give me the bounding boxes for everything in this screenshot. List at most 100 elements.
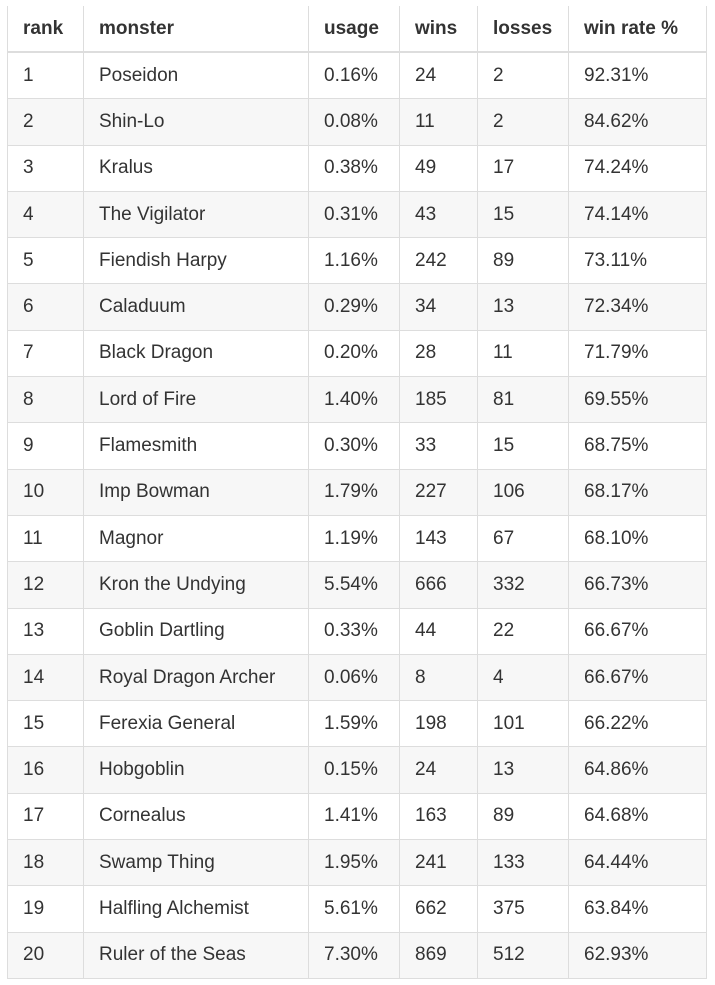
table-row: 11 Magnor 1.19% 143 67 68.10% (7, 514, 707, 563)
table-cell: 1.79% (308, 468, 400, 516)
table-cell: 28 (399, 329, 478, 378)
table-cell: 89 (477, 237, 569, 285)
table-cell: 133 (477, 839, 569, 887)
table-cell: 163 (399, 792, 478, 841)
table-cell: 13 (477, 283, 569, 331)
column-header: losses (477, 6, 569, 53)
table-cell: 1.19% (308, 514, 400, 563)
table-row: 20 Ruler of the Seas 7.30% 869 512 62.93% (7, 931, 707, 979)
table-cell: 84.62% (568, 98, 707, 146)
table-cell: 1.40% (308, 376, 400, 424)
table-cell: The Vigilator (83, 190, 309, 239)
table-cell: 20 (7, 931, 84, 979)
table-cell: 81 (477, 376, 569, 424)
table-header: rank monster usage wins losses win rate % (7, 6, 707, 53)
table-cell: Black Dragon (83, 329, 309, 378)
table-cell: 64.86% (568, 746, 707, 794)
table-cell: 198 (399, 700, 478, 748)
table-cell: Royal Dragon Archer (83, 653, 309, 702)
table-cell: Kralus (83, 144, 309, 192)
table-cell: 7.30% (308, 931, 400, 979)
table-cell: 6 (7, 283, 84, 331)
table-cell: 0.20% (308, 329, 400, 378)
table-cell: 662 (399, 885, 478, 933)
table-cell: 143 (399, 514, 478, 563)
table-cell: Caladuum (83, 283, 309, 331)
table-row: 17 Cornealus 1.41% 163 89 64.68% (7, 792, 707, 841)
table-cell: Goblin Dartling (83, 607, 309, 655)
table-cell: 74.24% (568, 144, 707, 192)
table-cell: Imp Bowman (83, 468, 309, 516)
table-cell: 89 (477, 792, 569, 841)
table-cell: 12 (7, 561, 84, 609)
table-cell: Flamesmith (83, 422, 309, 470)
table-cell: 2 (477, 51, 569, 100)
table-cell: 73.11% (568, 237, 707, 285)
table-cell: 0.16% (308, 51, 400, 100)
table-cell: 13 (477, 746, 569, 794)
table-cell: Hobgoblin (83, 746, 309, 794)
table-cell: 15 (477, 190, 569, 239)
table-cell: Fiendish Harpy (83, 237, 309, 285)
table-cell: Shin-Lo (83, 98, 309, 146)
table-cell: 0.15% (308, 746, 400, 794)
table-cell: 24 (399, 51, 478, 100)
table-cell: 2 (7, 98, 84, 146)
table-cell: 44 (399, 607, 478, 655)
table-cell: 15 (7, 700, 84, 748)
table-cell: 0.30% (308, 422, 400, 470)
table-row: 18 Swamp Thing 1.95% 241 133 64.44% (7, 839, 707, 887)
table-cell: 8 (399, 653, 478, 702)
table-cell: 3 (7, 144, 84, 192)
table-row: 15 Ferexia General 1.59% 198 101 66.22% (7, 700, 707, 748)
table-cell: 22 (477, 607, 569, 655)
table-cell: 62.93% (568, 931, 707, 979)
table-row: 3 Kralus 0.38% 49 17 74.24% (7, 144, 707, 192)
table-cell: 666 (399, 561, 478, 609)
table-cell: 9 (7, 422, 84, 470)
table-body: 1 Poseidon 0.16% 24 2 92.31% 2 Shin-Lo 0.08% 11 2 8… (7, 51, 707, 979)
table-cell: Halfling Alchemist (83, 885, 309, 933)
table-cell: 869 (399, 931, 478, 979)
column-header: win rate % (568, 6, 707, 53)
table-cell: 49 (399, 144, 478, 192)
table-cell: 227 (399, 468, 478, 516)
table-cell: 1 (7, 51, 84, 100)
table-cell: Ferexia General (83, 700, 309, 748)
table-cell: 19 (7, 885, 84, 933)
table-cell: 0.33% (308, 607, 400, 655)
table-cell: 68.75% (568, 422, 707, 470)
table-cell: 10 (7, 468, 84, 516)
table-cell: 375 (477, 885, 569, 933)
table-cell: 4 (477, 653, 569, 702)
table-cell: 0.08% (308, 98, 400, 146)
table-cell: 72.34% (568, 283, 707, 331)
table-cell: 1.41% (308, 792, 400, 841)
table-cell: 67 (477, 514, 569, 563)
table-cell: 13 (7, 607, 84, 655)
table-cell: 185 (399, 376, 478, 424)
table-row: 13 Goblin Dartling 0.33% 44 22 66.67% (7, 607, 707, 655)
table-row: 10 Imp Bowman 1.79% 227 106 68.17% (7, 468, 707, 516)
table-cell: Cornealus (83, 792, 309, 841)
table-cell: 17 (477, 144, 569, 192)
table-row: 6 Caladuum 0.29% 34 13 72.34% (7, 283, 707, 331)
column-header: wins (399, 6, 478, 53)
table-row: 16 Hobgoblin 0.15% 24 13 64.86% (7, 746, 707, 794)
table-cell: 16 (7, 746, 84, 794)
table-cell: 66.73% (568, 561, 707, 609)
table-cell: 92.31% (568, 51, 707, 100)
table-cell: 0.06% (308, 653, 400, 702)
table-cell: 11 (477, 329, 569, 378)
table-cell: 242 (399, 237, 478, 285)
column-header: monster (83, 6, 309, 53)
table-cell: 63.84% (568, 885, 707, 933)
table-cell: 332 (477, 561, 569, 609)
table-cell: 43 (399, 190, 478, 239)
table-cell: 512 (477, 931, 569, 979)
table-row: 12 Kron the Undying 5.54% 666 332 66.73% (7, 561, 707, 609)
table-cell: 5.54% (308, 561, 400, 609)
table-cell: 1.16% (308, 237, 400, 285)
table-cell: 0.31% (308, 190, 400, 239)
